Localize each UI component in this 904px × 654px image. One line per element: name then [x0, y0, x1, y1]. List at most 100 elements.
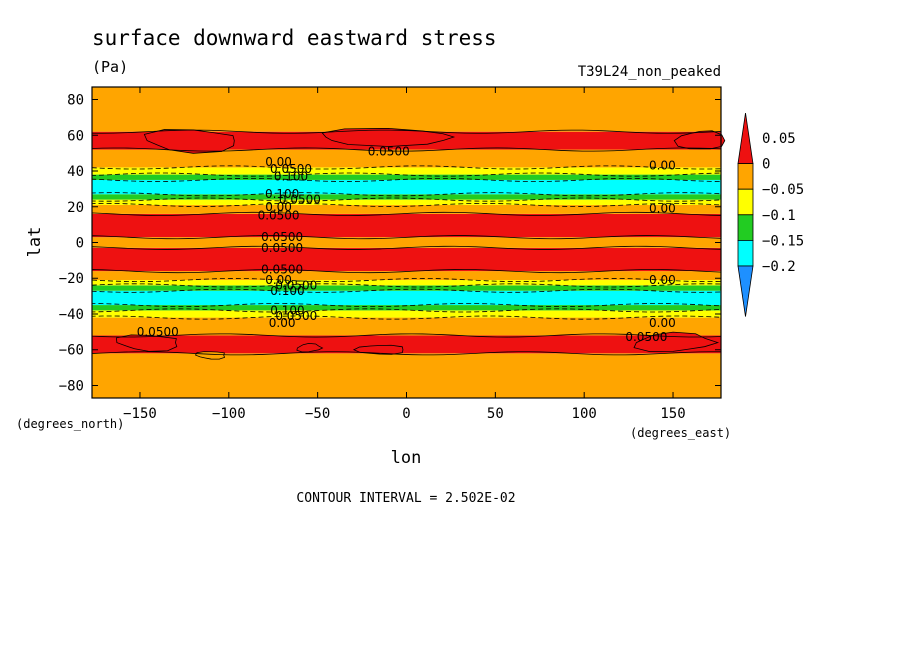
contour-label: 0.100: [265, 187, 299, 201]
contour-line: [91, 351, 722, 356]
contour-label: 0.100: [270, 303, 304, 317]
contour-line: [91, 308, 722, 313]
x-axis-label: lon: [391, 448, 422, 468]
contour-line: [91, 197, 722, 202]
colorbar-segment: [737, 188, 754, 216]
patch-red-s1: [352, 344, 404, 355]
contour-label: 0.0500: [275, 278, 317, 292]
shaded-band-7: [92, 280, 721, 286]
y-tick-label: 40: [67, 164, 84, 180]
contour-label: 0.100: [274, 169, 308, 183]
x-tick-label: 0: [402, 406, 410, 422]
contour-label: 0.0500: [368, 144, 410, 158]
colorbar-label: −0.05: [762, 182, 804, 198]
y-axis: −80 −60 −40 −20 0 20 40 60 80: [59, 93, 721, 394]
shaded-band-9: [92, 247, 721, 272]
contour-line: [91, 235, 722, 240]
x-tick-label: −100: [212, 406, 246, 422]
x-units-label: (degrees_east): [630, 426, 731, 440]
contour-line: [91, 147, 722, 152]
contour-interval-note: CONTOUR INTERVAL = 2.502E-02: [296, 491, 515, 506]
shaded-band-11: [92, 213, 721, 238]
units-label: (Pa): [92, 58, 128, 76]
shaded-band-5: [92, 290, 721, 306]
shaded-band-18: [92, 149, 721, 168]
colorbar-label: −0.2: [762, 259, 796, 275]
contour-labels: 0.05000.000.05000.1000.1000.05000.000.05…: [137, 144, 676, 344]
x-tick-label: 150: [660, 406, 685, 422]
y-tick-label: 0: [76, 236, 84, 252]
x-axis: −150 −100 −50 0 50 100 150: [123, 87, 686, 422]
shaded-band-17: [92, 167, 721, 175]
x-tick-label: 100: [572, 406, 597, 422]
contour-line: [91, 192, 722, 197]
contour-line: [91, 278, 722, 283]
colorbar-label: −0.15: [762, 233, 804, 249]
shaded-band-20: [92, 87, 721, 132]
colorbar-label: 0.05: [762, 131, 796, 147]
contour-label: 0.00: [265, 155, 292, 169]
contour-line: [91, 165, 722, 170]
y-tick-label: 60: [67, 128, 84, 144]
shaded-band-8: [92, 271, 721, 281]
contour-line: [91, 202, 722, 207]
contour-line: [91, 288, 722, 293]
contour-line: [91, 283, 722, 288]
contour-label: 0.0500: [137, 325, 179, 339]
contour-line: [91, 172, 722, 177]
y-tick-label: −80: [59, 378, 84, 394]
contour-label: 0.00: [649, 316, 676, 330]
colorbar-segment: [737, 214, 754, 241]
contour-label: 0.00: [649, 202, 676, 216]
shaded-band-0: [92, 353, 721, 398]
shaded-band-12: [92, 204, 721, 214]
contour-lines: [91, 129, 722, 356]
shaded-bands: [92, 87, 721, 398]
shaded-band-1: [92, 335, 721, 354]
shaded-band-16: [92, 174, 721, 180]
shaded-band-10: [92, 237, 721, 248]
colorbar-label: 0: [762, 157, 770, 173]
contour-line: [91, 177, 722, 182]
colorbar-segment: [737, 163, 754, 190]
y-tick-label: −40: [59, 307, 84, 323]
shaded-band-6: [92, 285, 721, 291]
contour-label: 0.0500: [270, 162, 312, 176]
contour-line: [91, 129, 722, 134]
contour-line: [91, 269, 722, 274]
shaded-band-3: [92, 310, 721, 318]
plot-area: 0.05000.000.05000.1000.1000.05000.000.05…: [91, 86, 726, 399]
contour-line: [91, 315, 722, 320]
colorbar-segment: [737, 239, 754, 267]
contour-label: 0.0500: [625, 330, 667, 344]
shaded-band-15: [92, 179, 721, 195]
colorbar-label: −0.1: [762, 208, 796, 224]
contour-label: 0.0500: [261, 241, 303, 255]
colorbar: 0.05 0 −0.05 −0.1 −0.15 −0.2: [737, 112, 804, 317]
shaded-band-4: [92, 305, 721, 311]
patch-red-ne: [673, 130, 726, 150]
y-units-label: (degrees_north): [16, 417, 124, 431]
contour-label: 0.00: [269, 316, 296, 330]
shaded-band-2: [92, 317, 721, 336]
contour-label: 0.0500: [279, 193, 321, 207]
contour-line: [91, 245, 722, 250]
contour-line: [91, 333, 722, 338]
contour-label: 0.00: [649, 159, 676, 173]
patch-red-s2: [296, 342, 324, 353]
contour-label: 0.0500: [275, 309, 317, 323]
contour-line: [91, 303, 722, 308]
shaded-band-14: [92, 194, 721, 200]
y-tick-label: 20: [67, 200, 84, 216]
x-tick-label: −150: [123, 406, 157, 422]
contour-label: 0.00: [649, 273, 676, 287]
x-tick-label: −50: [305, 406, 330, 422]
y-tick-label: −20: [59, 271, 84, 287]
contour-label: 0.0500: [261, 262, 303, 276]
dataset-label: T39L24_non_peaked: [578, 64, 721, 80]
patch-red-sw: [115, 334, 178, 352]
chart-title: surface downward eastward stress: [92, 26, 497, 50]
field-patches: [115, 127, 726, 360]
contour-label: 0.0500: [261, 230, 303, 244]
